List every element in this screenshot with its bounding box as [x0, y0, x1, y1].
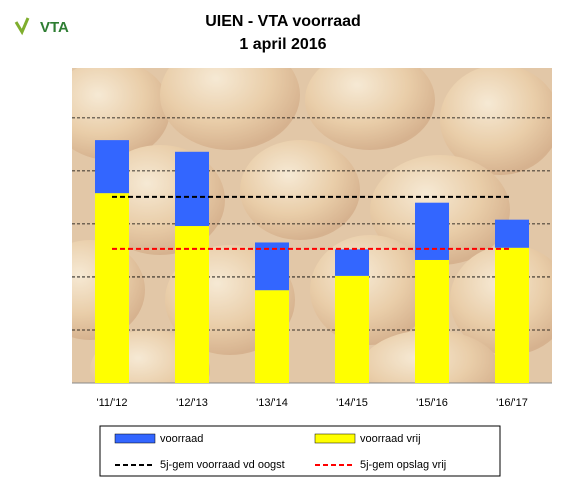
logo: VTA — [16, 18, 69, 36]
x-tick-label: '14/'15 — [336, 397, 368, 409]
legend-label: 5j-gem opslag vrij — [360, 459, 446, 471]
bar-segment — [335, 276, 369, 383]
legend-label: voorraad — [160, 433, 203, 445]
bar-segment — [175, 152, 209, 226]
chart-subtitle: 1 april 2016 — [239, 36, 326, 53]
x-tick-label: '12/'13 — [176, 397, 208, 409]
bar-segment — [495, 248, 529, 383]
bar-segment — [95, 140, 129, 193]
chart: VTA UIEN - VTA voorraad 1 april 2016 voo… — [0, 0, 567, 477]
x-tick-label: '16/'17 — [496, 397, 528, 409]
legend-label: voorraad vrij — [360, 433, 421, 445]
legend-swatch — [315, 434, 355, 443]
legend-label: 5j-gem voorraad vd oogst — [160, 459, 285, 471]
x-tick-label: '15/'16 — [416, 397, 448, 409]
chart-title: UIEN - VTA voorraad — [205, 13, 361, 30]
bar-segment — [335, 249, 369, 276]
logo-text: VTA — [40, 19, 69, 36]
bar-segment — [255, 290, 289, 383]
bar-segment — [415, 203, 449, 260]
bar-segment — [95, 193, 129, 383]
legend: voorraad voorraad vrij 5j-gem voorraad vd … — [100, 426, 500, 476]
bar-segment — [415, 260, 449, 383]
x-tick-label: '13/'14 — [256, 397, 288, 409]
bar-segment — [495, 220, 529, 248]
legend-swatch — [115, 434, 155, 443]
x-tick-label: '11/'12 — [97, 397, 128, 409]
